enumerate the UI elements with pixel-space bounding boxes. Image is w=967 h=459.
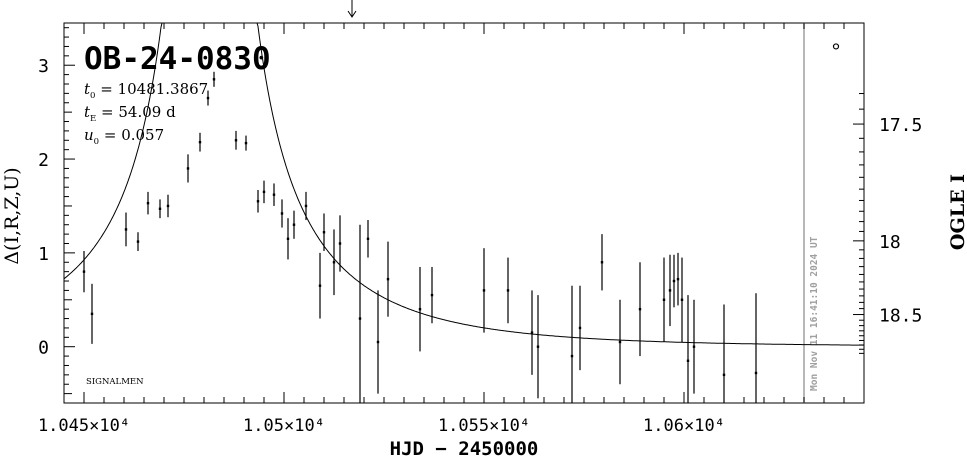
data-points xyxy=(82,71,758,403)
data-point xyxy=(618,299,622,385)
data-point xyxy=(318,252,322,319)
data-point xyxy=(680,257,684,343)
data-point xyxy=(676,252,680,306)
timestamp-label: Mon Nov 11 16:41:10 2024 UT xyxy=(809,236,820,391)
model-curve xyxy=(63,22,865,346)
y-tick-label: 1 xyxy=(38,244,49,265)
x-tick-label: 1.045×10⁴ xyxy=(38,416,130,436)
data-point xyxy=(668,254,672,327)
data-point xyxy=(292,210,296,239)
data-point xyxy=(206,90,210,106)
data-point xyxy=(256,190,260,213)
data-point xyxy=(212,71,216,87)
data-point xyxy=(376,290,380,394)
y-axis-right: 17.5 18 18.5 xyxy=(853,93,922,354)
x-tick-label: 1.055×10⁴ xyxy=(438,416,530,436)
data-point xyxy=(124,212,128,247)
data-point xyxy=(754,293,758,403)
signalmen-label: SIGNALMEN xyxy=(86,377,144,387)
y-tick-label: 3 xyxy=(38,56,49,77)
data-point xyxy=(686,295,690,403)
data-point xyxy=(136,232,140,251)
x-axis-title: HJD − 2450000 xyxy=(390,438,539,459)
y-tick-label: 2 xyxy=(38,150,49,171)
param-line: t0 = 10481.3867 xyxy=(84,80,208,101)
data-point xyxy=(570,285,574,403)
data-point xyxy=(578,285,582,371)
x-tick-label: 1.06×10⁴ xyxy=(643,416,725,436)
data-point xyxy=(272,183,276,206)
y-axis-title: Δ(I,R,Z,U) xyxy=(1,167,23,264)
y2-tick-label: 18.5 xyxy=(879,306,922,327)
data-point xyxy=(234,130,238,150)
param-line: u0 = 0.057 xyxy=(84,126,164,147)
x-tick-label: 1.05×10⁴ xyxy=(243,416,325,436)
data-point xyxy=(332,229,336,296)
event-title: OB-24-0830 xyxy=(84,41,271,77)
current-time-arrow xyxy=(347,0,357,18)
data-point xyxy=(322,213,326,251)
data-point xyxy=(506,257,510,324)
data-point xyxy=(304,191,308,221)
data-point xyxy=(722,304,726,403)
y2-axis-title: OGLE I xyxy=(947,174,967,250)
data-point xyxy=(536,295,540,399)
data-point xyxy=(638,262,642,357)
data-point xyxy=(530,290,534,375)
data-point xyxy=(166,194,170,218)
data-point xyxy=(600,234,604,291)
data-point xyxy=(280,199,284,228)
data-point xyxy=(82,251,86,293)
param-line: tE = 54.09 d xyxy=(84,103,176,124)
data-point xyxy=(244,135,248,151)
data-point xyxy=(386,241,390,317)
y-axis-left: 0 1 2 3 xyxy=(38,27,75,395)
data-point xyxy=(358,224,362,403)
data-point xyxy=(198,132,202,152)
data-point xyxy=(186,154,190,183)
data-point xyxy=(692,299,696,394)
data-point xyxy=(146,191,150,215)
x-axis: 1.045×10⁴ 1.05×10⁴ 1.055×10⁴ 1.06×10⁴ xyxy=(38,23,845,436)
data-point xyxy=(158,199,162,219)
y2-tick-label: 18 xyxy=(879,232,901,253)
data-point xyxy=(418,266,422,352)
data-point xyxy=(366,220,370,258)
data-point xyxy=(430,266,434,324)
y2-tick-label: 17.5 xyxy=(879,115,922,136)
data-point xyxy=(338,215,342,272)
data-point xyxy=(90,283,94,344)
data-point xyxy=(482,248,486,333)
data-point xyxy=(286,218,290,260)
y-tick-label: 0 xyxy=(38,338,49,359)
data-point xyxy=(672,254,676,308)
data-point xyxy=(262,180,266,204)
latest-point-marker xyxy=(832,43,840,50)
data-point xyxy=(662,257,666,343)
